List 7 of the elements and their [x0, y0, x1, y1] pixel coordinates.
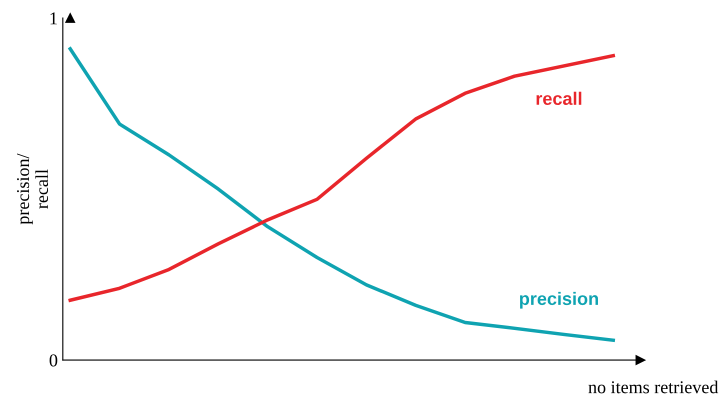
x-axis-title: no items retrieved [588, 380, 718, 394]
series-label: recall [536, 92, 582, 105]
y-axis-title: precision/ recall [17, 153, 48, 224]
line-series [68, 47, 615, 342]
y-tick-label: 1 [50, 12, 57, 24]
series-label: precision [520, 292, 598, 309]
y-tick-label: 0 [50, 354, 58, 367]
